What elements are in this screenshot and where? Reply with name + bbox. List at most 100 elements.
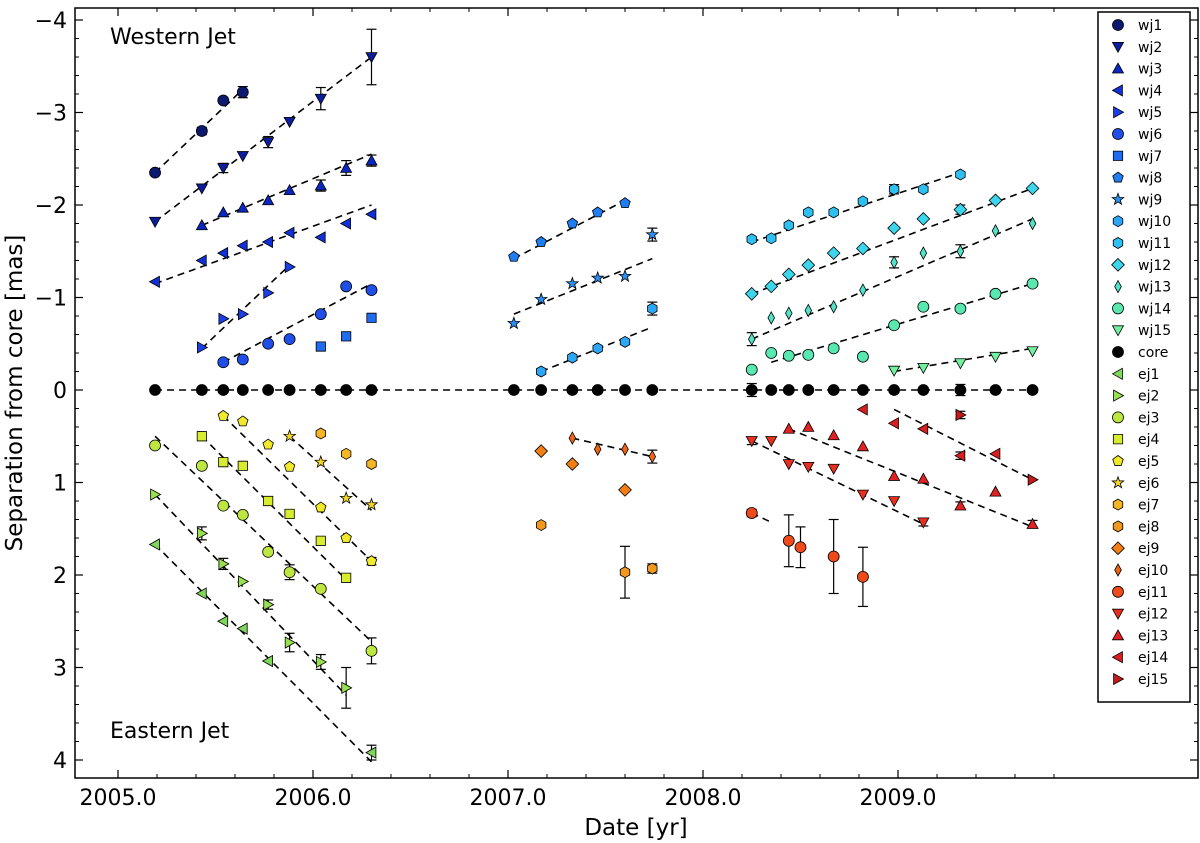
legend-marker-ej4 (1112, 434, 1124, 445)
point-wj6 (365, 284, 378, 297)
point-ej13 (856, 440, 870, 452)
point-core (765, 384, 778, 396)
point-wj12 (916, 211, 931, 226)
legend-marker-wj7 (1112, 150, 1124, 161)
point-core (507, 384, 520, 396)
legend-marker-wj4 (1111, 84, 1123, 97)
y-tick-label: −4 (35, 9, 67, 34)
y-tick-label: 4 (53, 749, 67, 774)
point-ej2 (197, 527, 209, 540)
point-wj11 (783, 219, 794, 232)
legend-label-wj13: wj13 (1138, 280, 1171, 296)
legend-label-ej10: ej10 (1138, 563, 1168, 579)
point-wj4 (314, 231, 326, 244)
point-wj11 (766, 232, 777, 245)
point-wj11 (888, 183, 900, 196)
point-ej11 (782, 534, 795, 547)
fit-line-wj10 (540, 326, 653, 373)
point-ej13 (782, 422, 795, 434)
legend-box (1097, 11, 1191, 703)
point-wj9 (506, 316, 521, 330)
legend-label-ej8: ej8 (1138, 519, 1159, 535)
fit-line-ej2 (154, 493, 347, 696)
point-ej8 (535, 519, 547, 532)
point-wj11 (746, 233, 757, 246)
point-wj13 (919, 246, 928, 260)
legend-label-wj7: wj7 (1138, 149, 1162, 165)
point-wj13 (767, 310, 776, 325)
point-wj3 (195, 219, 209, 231)
annotation-eastern-jet: Eastern Jet (110, 719, 230, 744)
point-wj4 (195, 254, 207, 267)
point-ej4 (237, 460, 248, 471)
point-wj4 (148, 275, 160, 288)
legend-marker-wj14 (1112, 302, 1124, 315)
legend-label-wj1: wj1 (1138, 18, 1162, 34)
point-core (195, 384, 208, 396)
point-ej2 (263, 598, 275, 611)
point-ej2 (150, 488, 162, 501)
point-ej12 (887, 496, 901, 508)
point-wj9 (590, 270, 605, 284)
fit-line-ej3 (154, 435, 373, 643)
point-ej10 (621, 442, 629, 457)
point-ej4 (196, 431, 207, 442)
point-wj11 (918, 183, 929, 196)
point-wj15 (954, 358, 967, 370)
point-ej1 (148, 538, 160, 551)
point-wj5 (218, 312, 230, 325)
point-wj4 (339, 217, 351, 230)
legend-marker-wj1 (1112, 19, 1124, 31)
point-core (646, 384, 659, 396)
point-wj4 (216, 246, 229, 260)
point-wj3 (236, 201, 249, 213)
point-wj9 (534, 292, 549, 306)
point-core (745, 384, 758, 396)
point-wj14 (765, 347, 778, 359)
legend-label-wj11: wj11 (1138, 236, 1171, 252)
point-core (619, 384, 631, 396)
point-wj2 (365, 52, 378, 64)
point-core (917, 384, 930, 396)
point-wj10 (647, 302, 658, 315)
point-ej4 (218, 457, 229, 468)
x-tick-label: 2007.0 (470, 786, 547, 811)
point-wj4 (236, 239, 248, 252)
point-core (566, 384, 579, 396)
legend-marker-wj15 (1111, 325, 1125, 337)
fit-line-wj11 (751, 171, 961, 243)
legend-label-ej12: ej12 (1138, 607, 1168, 623)
point-ej1 (236, 622, 248, 635)
point-wj13 (785, 306, 793, 321)
legend-label-wj2: wj2 (1138, 40, 1162, 56)
point-wj12 (1025, 181, 1040, 196)
point-ej3 (236, 508, 249, 521)
fit-line-ej6 (289, 435, 373, 511)
point-wj12 (856, 241, 870, 256)
point-wj5 (263, 286, 275, 300)
point-ej1 (261, 654, 273, 668)
point-ej3 (283, 566, 296, 579)
point-wj9 (565, 276, 580, 290)
legend-label-wj14: wj14 (1138, 301, 1171, 317)
point-wj5 (284, 260, 296, 274)
fit-line-ej4 (201, 435, 347, 581)
legend-label-ej11: ej11 (1138, 585, 1168, 601)
point-core (1026, 384, 1039, 396)
point-ej14 (917, 422, 929, 436)
y-tick-label: −2 (35, 194, 67, 219)
point-wj12 (988, 193, 1003, 208)
point-ej6 (339, 490, 354, 505)
point-wj12 (781, 267, 796, 282)
point-wj12 (953, 202, 968, 217)
legend-marker-ej9 (1111, 541, 1125, 556)
point-ej6 (282, 429, 297, 443)
legend-label-ej15: ej15 (1138, 672, 1168, 688)
fit-line-wj14 (771, 282, 1033, 364)
point-wj12 (744, 286, 759, 301)
point-ej12 (827, 463, 840, 475)
point-ej10 (593, 442, 602, 457)
point-core (535, 384, 548, 396)
point-ej9 (618, 483, 632, 497)
point-wj12 (826, 246, 841, 260)
